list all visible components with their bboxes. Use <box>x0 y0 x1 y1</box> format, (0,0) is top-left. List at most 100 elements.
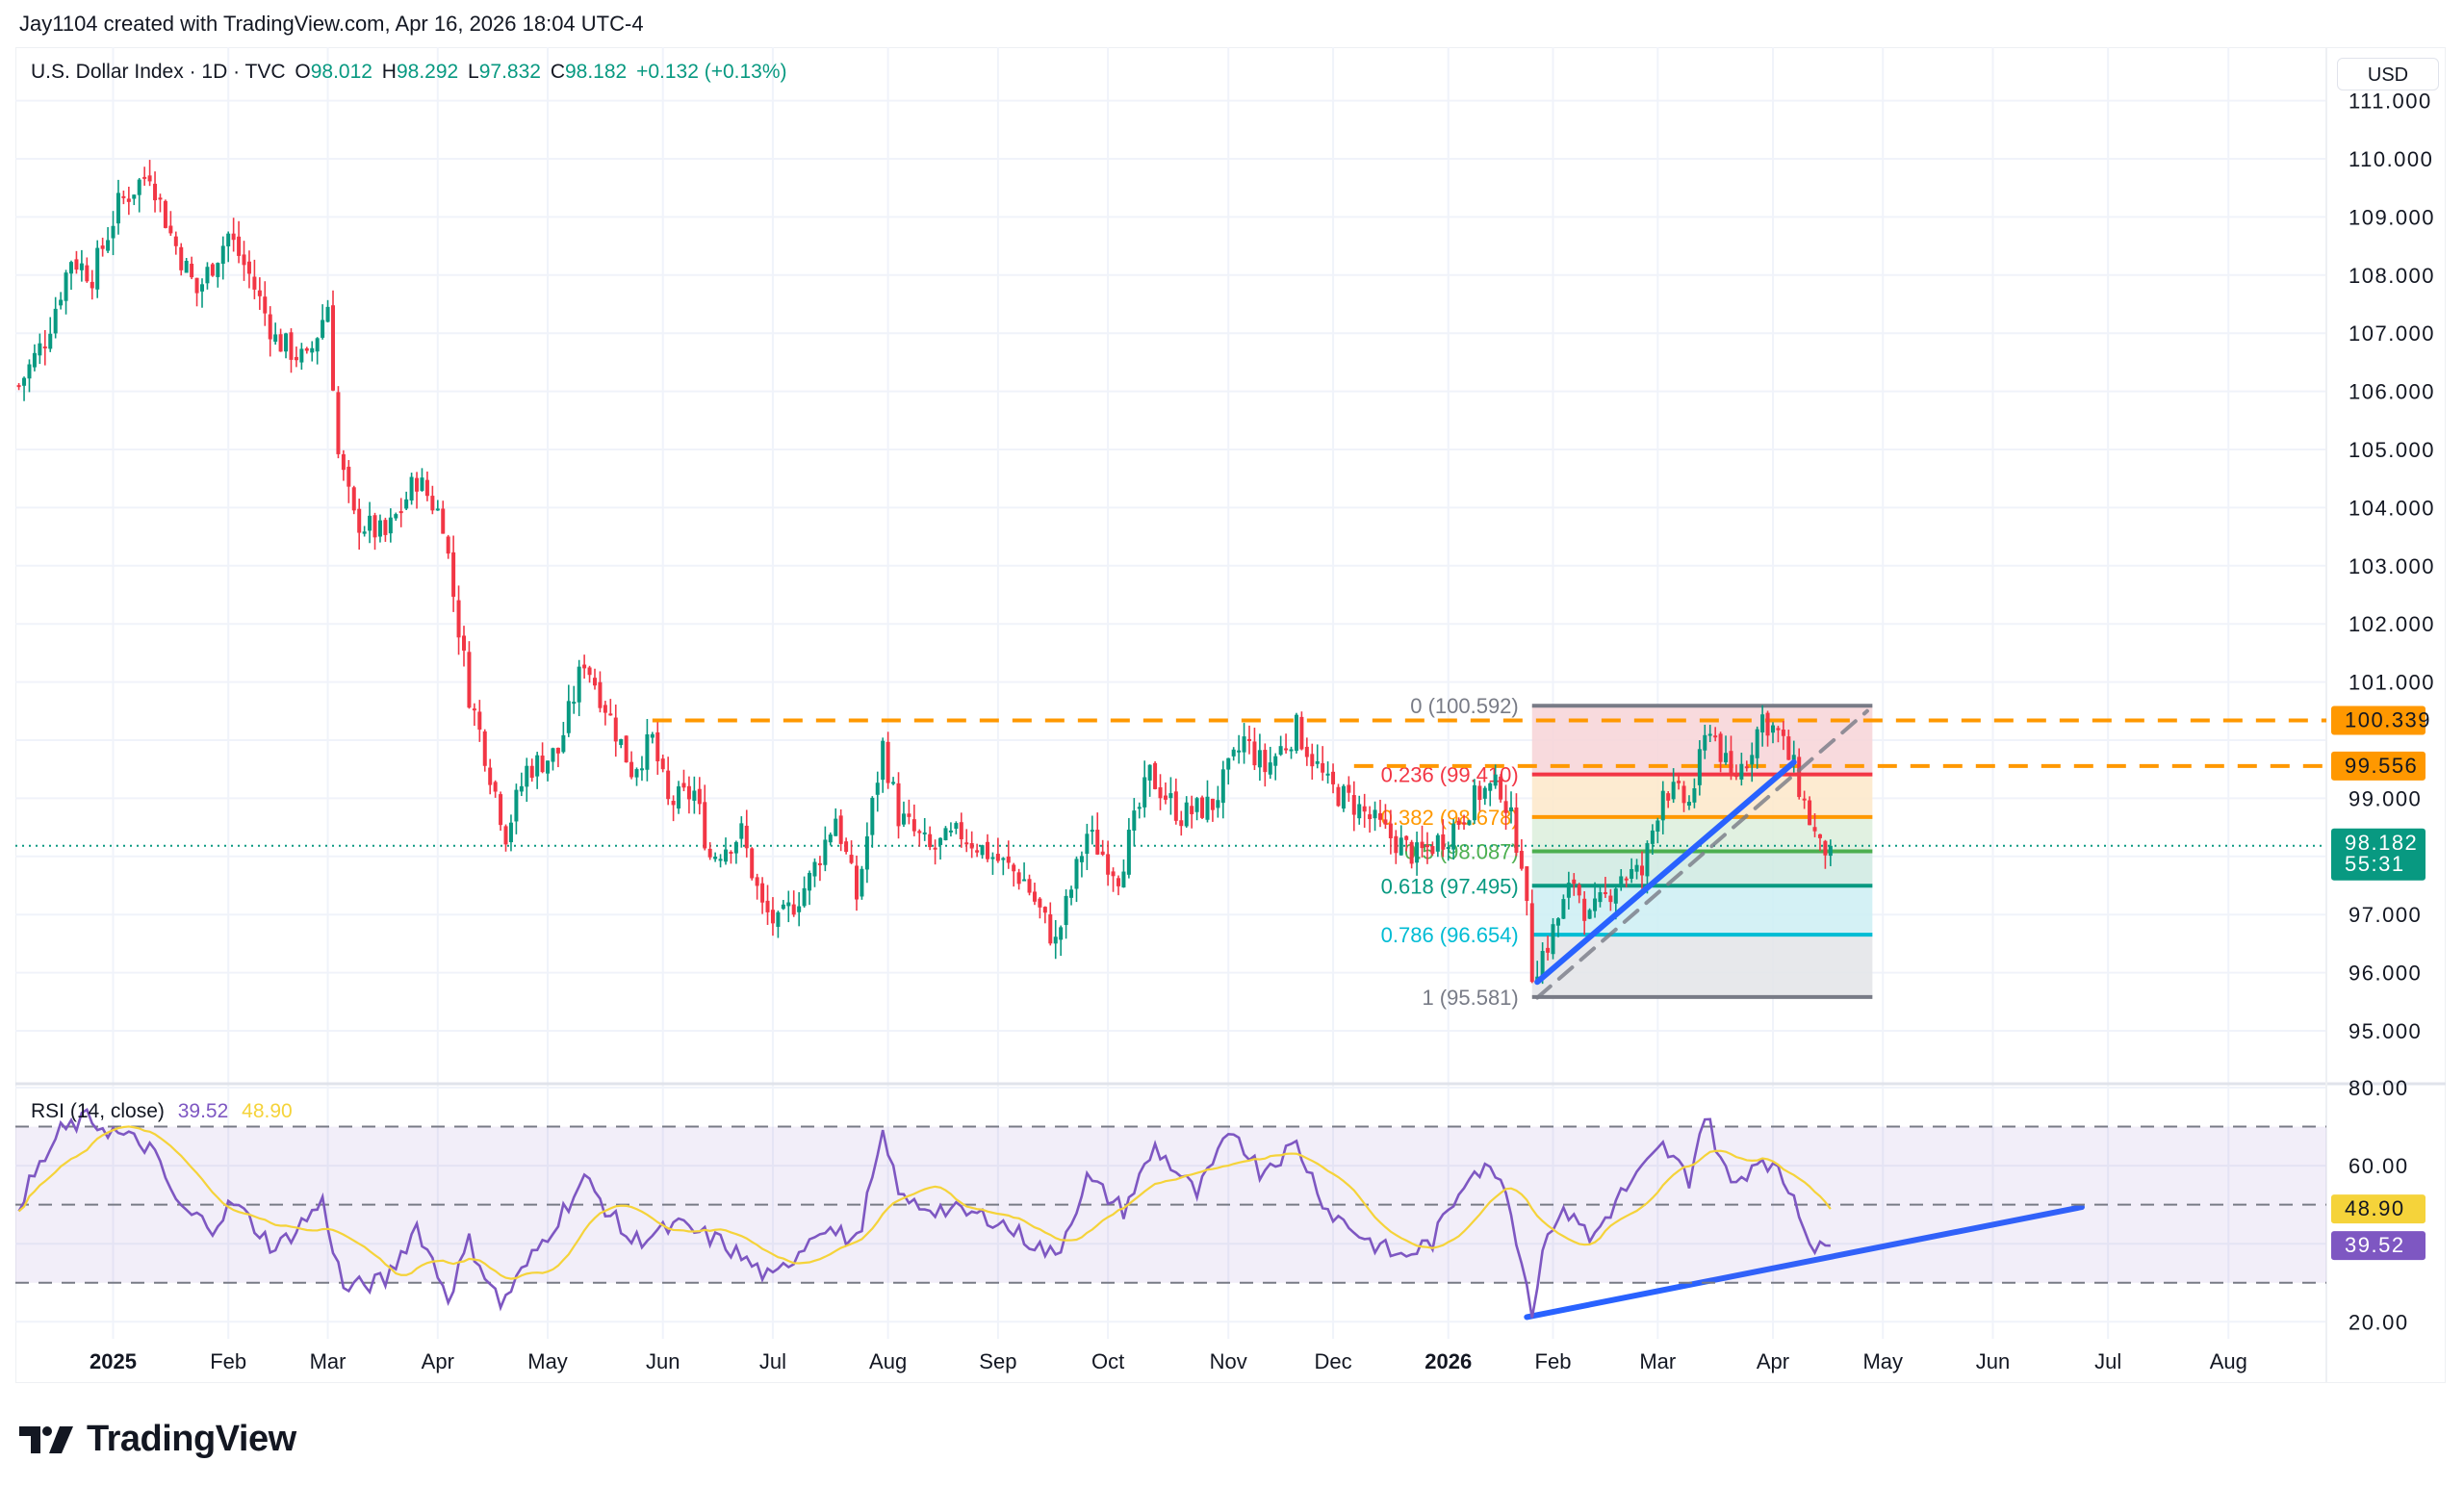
candle <box>1451 819 1456 860</box>
candle-body <box>1660 790 1665 821</box>
candle-body <box>1252 741 1257 766</box>
candle <box>1660 781 1665 834</box>
candle <box>1519 838 1524 871</box>
candle-body <box>525 765 529 787</box>
candle-body <box>1509 807 1513 811</box>
candle-body <box>860 868 864 897</box>
candle-body <box>1650 830 1655 844</box>
candle <box>1116 875 1120 896</box>
price-axis-label: 111.000 <box>2348 90 2432 114</box>
candle <box>855 855 859 911</box>
candle <box>1593 882 1598 918</box>
candle <box>1268 746 1272 780</box>
candle-body <box>273 334 278 342</box>
chart-credit: Jay1104 created with TradingView.com, Ap… <box>19 12 644 36</box>
candle-body <box>808 872 812 891</box>
rsi-ma-badge: 48.90 <box>2331 1194 2426 1224</box>
candle-body <box>1415 842 1420 863</box>
candle <box>535 752 540 789</box>
candle-body <box>289 332 294 360</box>
candle-body <box>1540 951 1545 980</box>
candle <box>252 259 257 299</box>
high-value: 98.292 <box>396 61 459 83</box>
candle-body <box>881 740 886 781</box>
candle <box>608 699 613 716</box>
candle <box>1435 833 1440 858</box>
candle <box>27 359 32 393</box>
candle-body <box>111 225 116 239</box>
rsi-ma-value: 48.90 <box>242 1100 293 1122</box>
candle <box>1388 809 1393 855</box>
candle-body <box>582 664 587 669</box>
candle-body <box>1278 746 1283 756</box>
candle-body <box>38 343 42 356</box>
level-badge-99556-text: 99.556 <box>2345 754 2418 778</box>
currency-button[interactable]: USD <box>2337 58 2439 90</box>
candle-body <box>226 233 231 246</box>
candle-body <box>1572 879 1577 885</box>
candle-body <box>1106 854 1111 875</box>
candle-body <box>587 667 592 676</box>
candle-body <box>32 352 37 368</box>
candle <box>1368 806 1373 834</box>
candle <box>362 526 367 537</box>
candle-body <box>246 261 251 274</box>
candle <box>1016 868 1021 890</box>
candle <box>74 250 79 274</box>
candle <box>1582 890 1587 936</box>
rsi-title[interactable]: RSI (14, close) <box>31 1100 165 1122</box>
candle <box>750 847 755 881</box>
candle-body <box>137 179 141 195</box>
candle <box>1509 791 1513 824</box>
candle <box>111 211 116 256</box>
price-axis-label: 109.000 <box>2348 205 2435 229</box>
candle-body <box>1001 858 1006 860</box>
candle <box>462 626 466 667</box>
fib-zone-0.786 <box>1531 935 1873 997</box>
candle <box>388 508 393 543</box>
candle <box>1394 830 1399 864</box>
candle <box>163 199 167 229</box>
candles <box>16 160 1833 985</box>
time-axis-label: 2025 <box>90 1349 137 1373</box>
candle-body <box>1817 834 1822 838</box>
symbol-title[interactable]: U.S. Dollar Index · 1D · TVC <box>31 61 286 83</box>
candle-body <box>1042 907 1047 913</box>
candle <box>703 784 707 851</box>
candle <box>1278 735 1283 757</box>
high-label: H <box>381 61 397 83</box>
candle <box>137 177 141 213</box>
candle-body <box>95 247 100 290</box>
candle <box>802 876 807 909</box>
candle-body <box>791 904 796 915</box>
candle <box>650 731 654 744</box>
candle-body <box>69 262 73 274</box>
price-axis-label: 106.000 <box>2348 380 2435 404</box>
candle <box>1823 839 1828 869</box>
candle <box>1200 795 1205 820</box>
candle-body <box>891 782 896 784</box>
candle-body <box>388 517 393 534</box>
candle <box>870 796 875 848</box>
time-axis-label: Nov <box>1210 1349 1247 1373</box>
candle <box>1598 885 1603 908</box>
candle <box>1331 763 1336 794</box>
candle-body <box>1603 891 1607 894</box>
candle-body <box>954 823 959 830</box>
tradingview-logo-icon <box>19 1425 73 1453</box>
candle <box>1482 785 1487 806</box>
candle <box>456 585 461 655</box>
price-axis-label: 110.000 <box>2348 147 2433 171</box>
candle-body <box>310 347 315 353</box>
candle-body <box>377 520 382 537</box>
candle-body <box>1755 729 1759 758</box>
candle <box>1220 760 1225 819</box>
tradingview-logo[interactable]: TradingView <box>19 1419 296 1460</box>
candle-body <box>1095 830 1100 855</box>
candle <box>639 756 644 782</box>
candle <box>781 900 785 911</box>
candle <box>1310 743 1315 781</box>
candle-body <box>1116 878 1120 886</box>
candle <box>1572 873 1577 896</box>
